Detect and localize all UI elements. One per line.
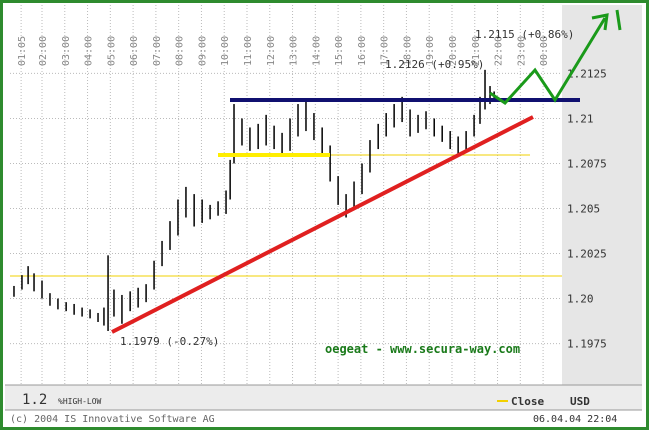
x-tick-label: 04:00 <box>84 36 95 66</box>
copyright: (c) 2004 IS Innovative Software AG <box>10 414 215 425</box>
projection-arrow <box>591 13 609 31</box>
x-tick-label: 00:00 <box>539 36 550 66</box>
annotation: 1.2115 (+0.86%) <box>475 28 574 41</box>
indicator-bar <box>5 385 642 410</box>
x-tick-label: 16:00 <box>357 36 368 66</box>
annotation: 1.2126 (+0.95%) <box>385 58 484 71</box>
x-tick-label: 01:05 <box>17 36 28 66</box>
price-bars <box>13 69 495 331</box>
y-tick-label: 1.2125 <box>567 67 607 80</box>
x-tick-label: 21:00 <box>471 36 482 66</box>
projection-line <box>615 9 622 31</box>
currency-label: USD <box>570 395 590 408</box>
y-tick-label: 1.1975 <box>567 338 607 351</box>
trend-line <box>111 115 534 334</box>
x-tick-label: 12:00 <box>266 36 277 66</box>
projection-line <box>489 17 607 105</box>
indicator-label: %HIGH-LOW <box>58 397 102 406</box>
y-tick-label: 1.205 <box>567 203 600 216</box>
x-tick-label: 02:00 <box>38 36 49 66</box>
x-tick-label: 06:00 <box>129 36 140 66</box>
x-tick-label: 23:00 <box>516 36 527 66</box>
price-label: 1.2 <box>22 392 47 408</box>
x-tick-label: 05:00 <box>106 36 117 66</box>
x-tick-label: 14:00 <box>311 36 322 66</box>
watermark-credit: oegeat - www.secura-way.com <box>325 342 520 356</box>
axis-panel <box>562 5 642 385</box>
x-tick-label: 15:00 <box>334 36 345 66</box>
x-tick-label: 03:00 <box>61 36 72 66</box>
x-tick-label: 08:00 <box>175 36 186 66</box>
y-tick-label: 1.2075 <box>567 157 607 170</box>
annotation: 1.1979 (-0.27%) <box>120 335 219 348</box>
x-tick-label: 18:00 <box>402 36 413 66</box>
x-tick-label: 07:00 <box>152 36 163 66</box>
x-tick-label: 22:00 <box>494 36 505 66</box>
x-tick-label: 20:00 <box>448 36 459 66</box>
x-tick-label: 11:00 <box>243 36 254 66</box>
y-tick-label: 1.21 <box>567 112 594 125</box>
grid: 01:05 02:00 03:00 04:00 05:00 06:00 07:00 08:00… <box>10 5 607 385</box>
timestamp: 06.04.04 22:04 <box>533 414 617 425</box>
x-tick-label: 13:00 <box>289 36 300 66</box>
x-tick-label: 17:00 <box>380 36 391 66</box>
x-tick-label: 09:00 <box>197 36 208 66</box>
x-tick-label: 10:00 <box>220 36 231 66</box>
legend-label: Close <box>511 395 544 408</box>
y-tick-label: 1.20 <box>567 293 594 306</box>
x-tick-label: 19:00 <box>425 36 436 66</box>
y-tick-label: 1.2025 <box>567 248 607 261</box>
